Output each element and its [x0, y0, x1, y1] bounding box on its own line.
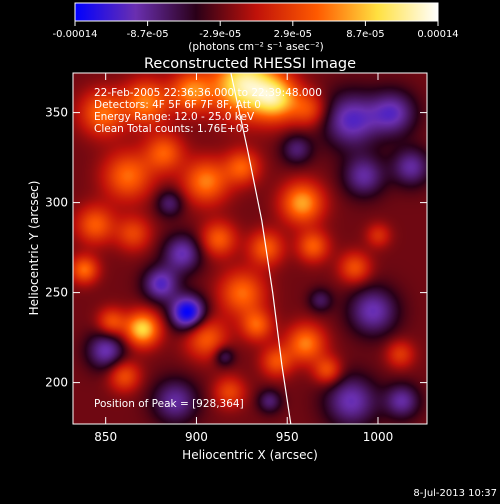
heatmap-image: [73, 73, 427, 424]
colorbar-tick-label: 8.7e-05: [346, 29, 384, 40]
x-tick-label: 950: [276, 430, 299, 444]
x-tick-label: 900: [185, 430, 208, 444]
colorbar-tick-label: 0.00014: [417, 29, 458, 40]
info-energy-range: Energy Range: 12.0 - 25.0 keV: [94, 111, 255, 123]
y-axis-label: Heliocentric Y (arcsec): [27, 181, 41, 316]
y-tick-label: 300: [45, 196, 68, 210]
colorbar-tick-label: -2.9e-05: [199, 29, 241, 40]
chart-title: Reconstructed RHESSI Image: [144, 56, 356, 72]
info-date-range: 22-Feb-2005 22:36:36.000 to 22:39:48.000: [94, 87, 322, 99]
x-axis-label: Heliocentric X (arcsec): [182, 448, 318, 462]
y-tick-label: 200: [45, 376, 68, 390]
x-tick-label: 850: [94, 430, 117, 444]
colorbar: [74, 2, 439, 22]
plot-frame: [72, 72, 428, 425]
y-tick-label: 350: [45, 106, 68, 120]
y-axis: 200 250 300 350: [45, 106, 427, 390]
info-peak-position: Position of Peak = [928,364]: [94, 398, 244, 410]
colorbar-unit-label: (photons cm⁻² s⁻¹ asec⁻²): [188, 41, 323, 53]
colorbar-tick-label: 2.9e-05: [274, 29, 312, 40]
x-tick-label: 1000: [363, 430, 394, 444]
colorbar-tick-label: -8.7e-05: [127, 29, 169, 40]
footer-date: 8-Jul-2013 10:37: [413, 488, 497, 499]
info-clean-counts: Clean Total counts: 1.76E+03: [94, 123, 249, 135]
info-detectors: Detectors: 4F 5F 6F 7F 8F, Att 0: [94, 99, 261, 111]
x-axis: 850 900 950 1000: [94, 73, 393, 444]
solar-limb-curve: [230, 73, 292, 424]
colorbar-tick-label: -0.00014: [53, 29, 98, 40]
y-tick-label: 250: [45, 286, 68, 300]
colorbar-ticks: -0.00014 -8.7e-05 -2.9e-05 2.9e-05 8.7e-05 0.…: [53, 21, 459, 40]
